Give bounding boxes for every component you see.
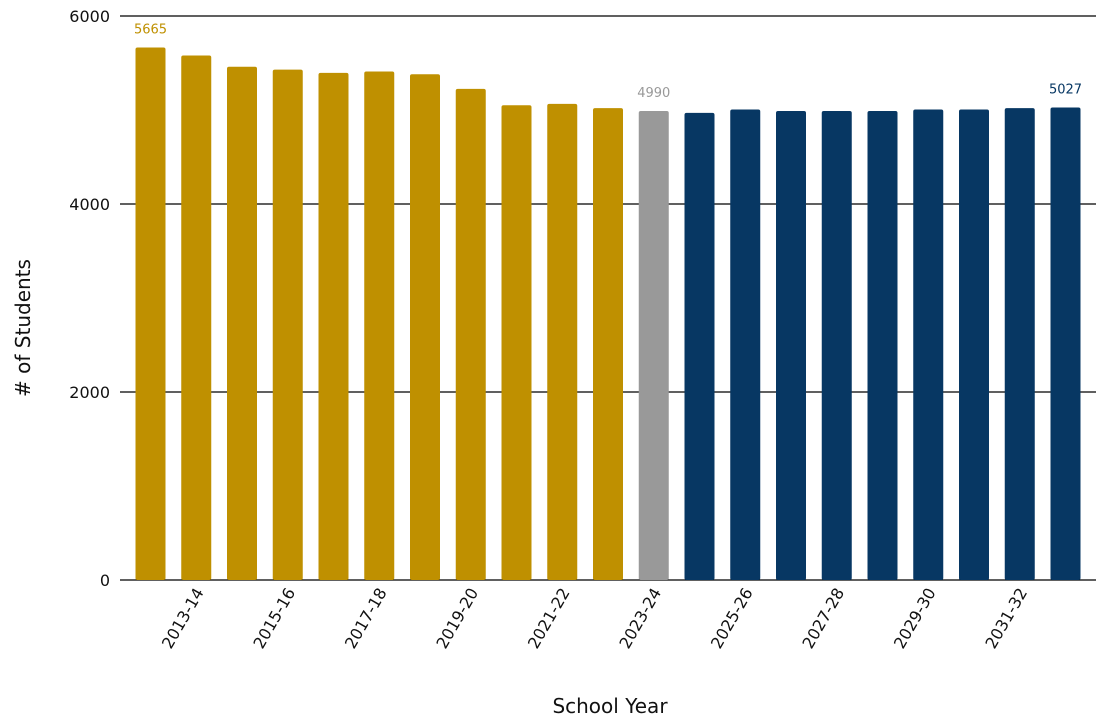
x-tick-label: 2017-18 (341, 585, 391, 652)
bar-historical (547, 103, 578, 580)
data-label: 5027 (1049, 82, 1082, 97)
x-tick-label: 2021-22 (524, 585, 574, 652)
x-tick-labels: 2013-14 2015-16 2017-18 2019-20 2021-22 2023-… (158, 585, 1031, 652)
bar-projected (959, 109, 989, 580)
bar-historical (135, 47, 166, 581)
bar-historical (272, 69, 303, 580)
bar-projected (1050, 107, 1081, 580)
x-tick-label: 2013-14 (158, 585, 208, 652)
data-labels: 5665 4990 5027 (134, 22, 1082, 100)
y-tick-labels: 0 2000 4000 6000 (69, 7, 110, 590)
bars (135, 47, 1081, 581)
bar-projected (776, 110, 806, 580)
x-tick-label: 2029-30 (890, 585, 940, 652)
y-tick-label: 2000 (69, 383, 110, 402)
bar-historical (410, 74, 440, 580)
bar-projected (867, 110, 898, 580)
bar-current (638, 110, 669, 580)
x-tick-label: 2025-26 (707, 585, 757, 652)
bar-projected (684, 112, 715, 580)
x-tick-label: 2019-20 (432, 585, 482, 652)
bar-historical (181, 55, 212, 581)
y-axis-title: # of Students (11, 259, 35, 397)
bar-projected (913, 109, 944, 580)
x-axis-title: School Year (552, 694, 668, 717)
y-tick-label: 4000 (69, 195, 110, 214)
bar-historical (455, 88, 486, 580)
bar-projected (1004, 108, 1035, 581)
bar-projected (821, 110, 852, 580)
data-label: 4990 (637, 86, 670, 101)
bar-historical (227, 66, 257, 580)
bar-historical (364, 71, 395, 581)
bar-projected (730, 109, 761, 580)
x-tick-label: 2031-32 (981, 585, 1031, 652)
y-tick-label: 0 (100, 571, 110, 590)
y-tick-label: 6000 (69, 7, 110, 26)
x-tick-label: 2015-16 (249, 585, 299, 652)
bar-historical (593, 108, 623, 581)
bar-historical (318, 72, 349, 581)
x-tick-label: 2023-24 (615, 585, 665, 652)
bar-historical (501, 105, 532, 581)
data-label: 5665 (134, 22, 167, 37)
x-tick-label: 2027-28 (798, 585, 848, 652)
